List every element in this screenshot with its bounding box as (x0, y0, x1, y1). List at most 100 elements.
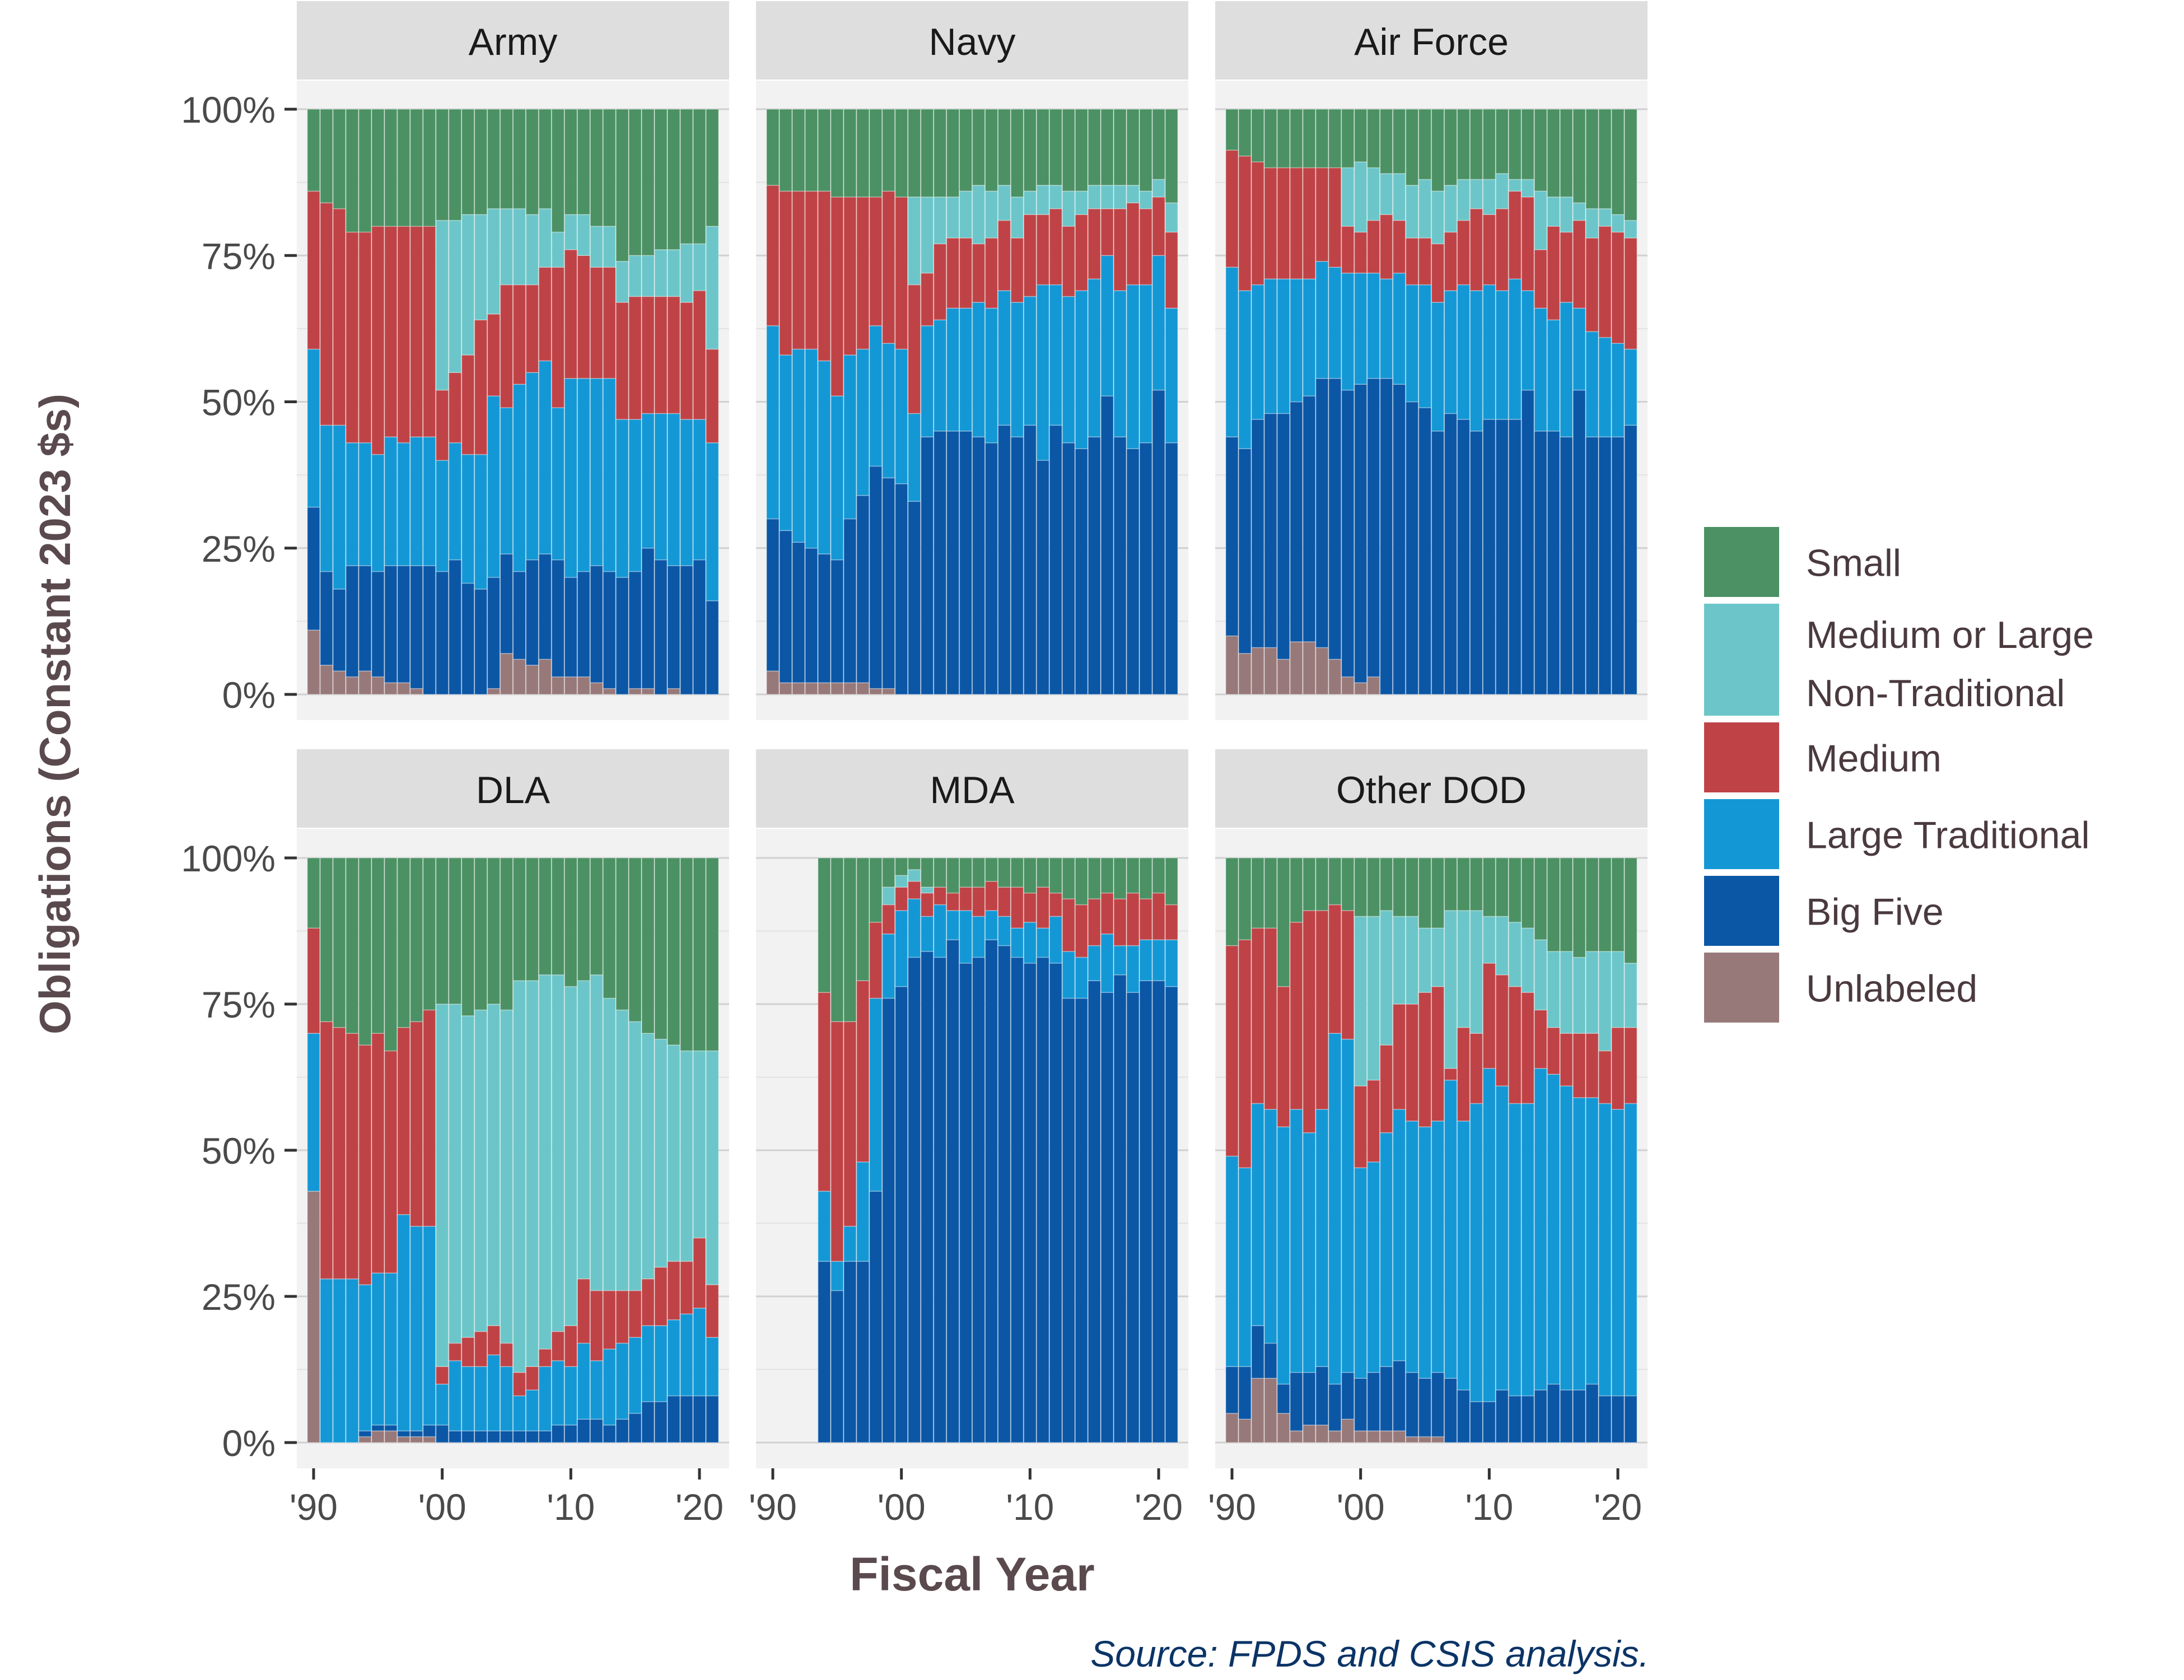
y-tick-label: 25% (202, 528, 276, 570)
bar-medium-or-large-non-traditional-2018 (1126, 185, 1140, 203)
bar-big-five-2001 (1366, 377, 1380, 678)
bar-big-five-2013 (1521, 389, 1535, 695)
x-tick-label: '10 (1006, 1486, 1054, 1528)
bar-small-2000 (894, 109, 908, 198)
bar-medium-1992 (333, 1027, 346, 1280)
bar-big-five-2012 (1508, 419, 1522, 695)
bar-large-traditional-2011 (577, 377, 591, 572)
x-tick-label: '00 (1337, 1486, 1385, 1528)
bar-unlabeled-1991 (1238, 1418, 1252, 1443)
bar-medium-2021 (1624, 1027, 1637, 1104)
bar-medium-or-large-non-traditional-2015 (1547, 951, 1561, 1028)
bar-medium-1998 (869, 922, 883, 999)
bar-small-2006 (512, 109, 526, 209)
bar-small-2016 (641, 109, 655, 256)
bar-medium-2007 (1444, 1068, 1458, 1081)
bar-medium-1993 (346, 1033, 359, 1280)
bar-big-five-2007 (984, 442, 998, 695)
y-tick-label: 0% (222, 1422, 276, 1464)
bar-small-2020 (693, 109, 706, 245)
bar-medium-1990 (1225, 945, 1239, 1157)
bar-small-1995 (1289, 109, 1303, 169)
bar-small-1990 (307, 109, 320, 192)
bar-medium-2004 (946, 237, 960, 309)
bar-small-1995 (371, 857, 385, 1034)
bar-medium-1998 (1328, 904, 1342, 1034)
bar-unlabeled-1997 (1315, 1424, 1329, 1443)
bar-big-five-2003 (1392, 384, 1406, 695)
bar-medium-2009 (1469, 1033, 1483, 1104)
bar-large-traditional-2012 (1508, 1103, 1522, 1397)
bar-big-five-2005 (959, 963, 973, 1443)
bar-large-traditional-2006 (1431, 1121, 1445, 1373)
bar-small-1994 (817, 857, 831, 993)
bar-large-traditional-2017 (1113, 290, 1127, 437)
bar-medium-2015 (1547, 226, 1561, 320)
bar-large-traditional-2019 (1139, 939, 1152, 981)
bar-large-traditional-2013 (603, 1348, 617, 1426)
bar-unlabeled-1993 (346, 676, 359, 695)
bar-big-five-2009 (551, 1424, 565, 1443)
facet-panel-navy: Navy (756, 1, 1188, 720)
bar-medium-2019 (680, 302, 693, 420)
bar-medium-2002 (920, 272, 934, 326)
bar-unlabeled-1998 (409, 1436, 423, 1443)
bar-big-five-2015 (628, 571, 642, 689)
bar-large-traditional-2009 (551, 1360, 565, 1426)
facet-panel-dla: DLA (297, 749, 729, 1468)
bar-small-2017 (1572, 109, 1586, 203)
bar-medium-2000 (435, 389, 449, 461)
bar-medium-or-large-non-traditional-2021 (706, 226, 719, 350)
bar-medium-2003 (1392, 1004, 1406, 1110)
bar-medium-or-large-non-traditional-2004 (487, 208, 501, 315)
bar-medium-2013 (603, 1290, 617, 1350)
bar-large-traditional-1992 (333, 424, 346, 590)
bar-medium-or-large-non-traditional-2010 (1482, 916, 1496, 964)
bar-medium-or-large-non-traditional-2003 (1392, 173, 1406, 221)
bar-large-traditional-1990 (1225, 1155, 1239, 1368)
bar-unlabeled-1991 (1238, 653, 1252, 695)
bar-small-2018 (1126, 109, 1140, 186)
bar-unlabeled-1997 (396, 682, 410, 695)
bar-medium-2000 (894, 886, 908, 911)
bar-large-traditional-1995 (830, 395, 844, 561)
bar-small-1992 (333, 857, 346, 1028)
bar-unlabeled-1999 (881, 688, 895, 695)
bar-medium-or-large-non-traditional-2001 (448, 1004, 462, 1344)
bar-large-traditional-2002 (461, 1366, 475, 1431)
bar-unlabeled-2012 (590, 682, 604, 695)
bar-small-1995 (830, 109, 844, 198)
bar-large-traditional-1995 (371, 1272, 385, 1426)
bar-large-traditional-2013 (1521, 290, 1535, 391)
bar-large-traditional-2014 (1534, 307, 1548, 432)
bar-small-2016 (1100, 857, 1114, 894)
bar-small-1993 (346, 109, 359, 233)
bar-medium-1996 (384, 226, 398, 437)
bar-large-traditional-1995 (1289, 1109, 1303, 1373)
bar-large-traditional-1992 (333, 1278, 346, 1443)
bar-big-five-2018 (1126, 448, 1140, 695)
bar-medium-1990 (1225, 150, 1239, 268)
bar-big-five-1997 (1315, 1366, 1329, 1426)
bar-small-2004 (487, 857, 501, 1005)
bar-small-2001 (1366, 857, 1380, 917)
bar-big-five-1994 (1276, 413, 1290, 660)
bar-medium-1990 (766, 185, 780, 326)
bar-medium-2021 (1624, 237, 1637, 350)
bar-big-five-2016 (1100, 395, 1114, 695)
x-tick-label: '10 (547, 1486, 595, 1528)
bar-large-traditional-2006 (512, 384, 526, 572)
bar-medium-or-large-non-traditional-2005 (1418, 179, 1432, 239)
bar-medium-2018 (1585, 1033, 1599, 1098)
bar-large-traditional-1999 (881, 933, 895, 999)
bar-medium-2011 (1036, 214, 1050, 286)
bar-small-2008 (1457, 857, 1471, 911)
bar-large-traditional-2001 (1366, 1161, 1380, 1373)
bar-big-five-2021 (1165, 986, 1178, 1443)
bar-medium-2004 (1405, 237, 1419, 286)
bar-medium-or-large-non-traditional-2002 (461, 214, 475, 356)
bar-small-2010 (1482, 857, 1496, 917)
bar-small-2004 (487, 109, 501, 209)
bar-small-2017 (1572, 857, 1586, 958)
bar-medium-2001 (448, 372, 462, 444)
